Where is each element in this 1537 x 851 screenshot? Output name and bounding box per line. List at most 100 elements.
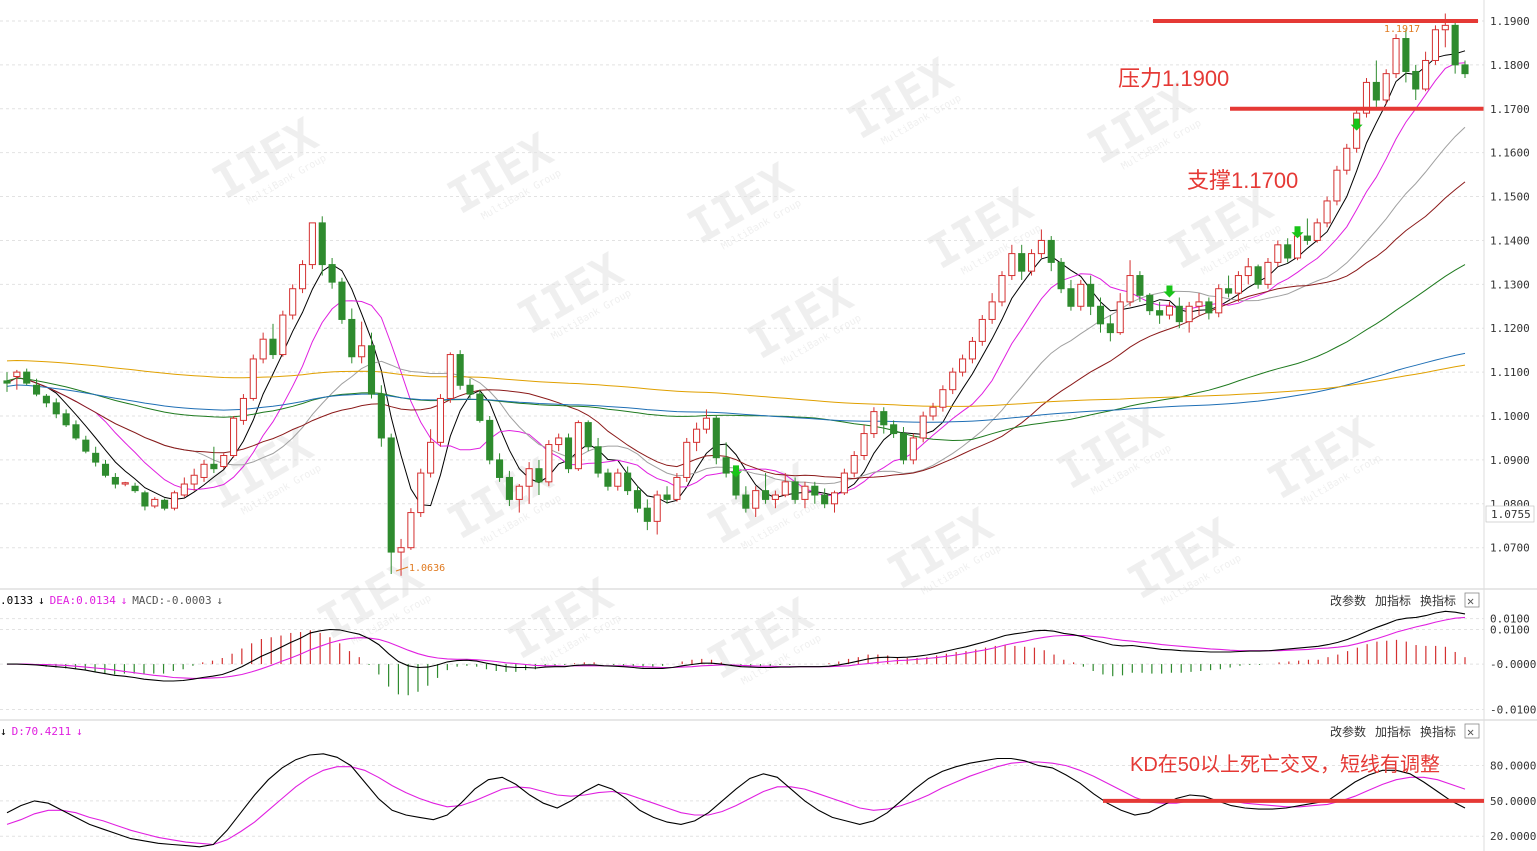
- candle-body-up: [427, 441, 435, 474]
- candle-body-up: [1274, 244, 1282, 263]
- candle-body-up: [929, 406, 937, 417]
- candle-body-down: [1018, 253, 1026, 272]
- candle-body-down: [633, 490, 642, 509]
- candle-body-down: [338, 281, 346, 320]
- candle-body-up: [978, 318, 986, 342]
- support-annotation: 支撑1.1700: [1187, 168, 1298, 193]
- indicator-value: ↓: [76, 725, 83, 738]
- candle-body-down: [496, 459, 504, 478]
- low-price-pointer: [395, 566, 409, 572]
- candle: [1362, 78, 1371, 118]
- change-params-button[interactable]: 改参数: [1330, 724, 1366, 739]
- candle-body-up: [860, 433, 868, 457]
- candle-body-down: [890, 424, 898, 435]
- candle: [633, 486, 642, 513]
- candle: [1037, 229, 1045, 258]
- high-price-label: 1.1917: [1384, 24, 1420, 35]
- candle-body-up: [515, 485, 523, 500]
- candle: [1057, 257, 1065, 294]
- indicator-value: ↓: [38, 594, 45, 607]
- candle-body-down: [624, 472, 632, 492]
- candle-body-up: [200, 463, 208, 478]
- close-icon: ✕: [1467, 594, 1474, 608]
- candle: [1146, 293, 1154, 316]
- candle-body-up: [1323, 200, 1331, 224]
- candle: [1215, 284, 1223, 318]
- kd-panel: 80.0000 50.0000 20.0000 ↓ D:70.4211 ↓ KD在50以…: [0, 723, 1536, 848]
- candle: [1392, 34, 1400, 79]
- candle: [1402, 29, 1410, 83]
- candle-body-down: [328, 264, 336, 283]
- switch-indicator-button[interactable]: 换指标: [1420, 593, 1456, 608]
- candle-body-up: [1264, 261, 1272, 285]
- candle: [830, 490, 839, 513]
- candle: [170, 490, 179, 511]
- candle: [673, 473, 681, 502]
- candle-body-up: [830, 492, 839, 505]
- candle: [446, 352, 454, 403]
- kd-annotation: KD在50以上死亡交叉，短线有调整: [1130, 753, 1440, 776]
- candle: [200, 459, 208, 482]
- candle: [1018, 244, 1026, 280]
- candle-body-up: [870, 411, 878, 435]
- candle-body-up: [702, 417, 710, 430]
- candle: [151, 497, 159, 509]
- candle-body-up: [417, 472, 425, 514]
- change-params-button[interactable]: 改参数: [1330, 593, 1366, 608]
- y-tick-label: 1.1300: [1490, 278, 1530, 291]
- indicator-value: ↓: [216, 594, 223, 607]
- candle-body-down: [1254, 266, 1262, 285]
- add-indicator-button[interactable]: 加指标: [1375, 593, 1411, 608]
- candle-body-up: [170, 492, 179, 509]
- candle: [1027, 249, 1036, 276]
- candle-body-down: [269, 338, 277, 356]
- candle-body-up: [121, 482, 129, 485]
- y-tick-label: 1.1700: [1490, 103, 1530, 116]
- candle: [289, 284, 297, 320]
- candle-body-up: [1422, 59, 1430, 90]
- candle: [427, 429, 435, 478]
- candle-body-down: [1047, 239, 1055, 263]
- candle-body-up: [1126, 275, 1134, 303]
- candle: [1284, 238, 1292, 263]
- candle-body-down: [1412, 70, 1420, 90]
- candle-body-down: [1461, 64, 1469, 75]
- candle-body-down: [880, 411, 888, 426]
- candle: [279, 310, 287, 357]
- candle-body-up: [1431, 29, 1439, 61]
- candle: [1136, 271, 1144, 302]
- candle-body-up: [988, 301, 996, 320]
- candle: [1195, 293, 1203, 316]
- candle-body-up: [397, 547, 405, 553]
- candle: [1156, 301, 1164, 324]
- candle: [82, 435, 90, 454]
- candle: [13, 369, 21, 390]
- close-button[interactable]: [1464, 592, 1480, 608]
- candle-body-up: [1234, 275, 1242, 294]
- add-indicator-button[interactable]: 加指标: [1375, 724, 1411, 739]
- switch-indicator-button[interactable]: 换指标: [1420, 724, 1456, 739]
- candle: [771, 490, 779, 509]
- candle-body-up: [1195, 301, 1203, 307]
- y-tick-label: 0.0100: [1490, 623, 1530, 636]
- close-button[interactable]: [1464, 723, 1480, 739]
- candle-body-up: [1037, 239, 1045, 255]
- candle: [1372, 60, 1380, 109]
- candle: [860, 424, 868, 460]
- candle-body-down: [1451, 24, 1459, 66]
- candle-body-down: [72, 424, 80, 439]
- candle: [939, 385, 947, 412]
- candle-body-up: [13, 371, 21, 378]
- candle-body-down: [584, 422, 592, 448]
- candle: [1353, 108, 1361, 153]
- candle: [1165, 301, 1174, 320]
- candle-body-down: [62, 413, 70, 426]
- candle-body-up: [1077, 283, 1085, 307]
- candle-body-up: [574, 422, 582, 470]
- candle-body-up: [436, 397, 445, 443]
- candle-body-up: [230, 417, 238, 457]
- candle: [3, 372, 11, 392]
